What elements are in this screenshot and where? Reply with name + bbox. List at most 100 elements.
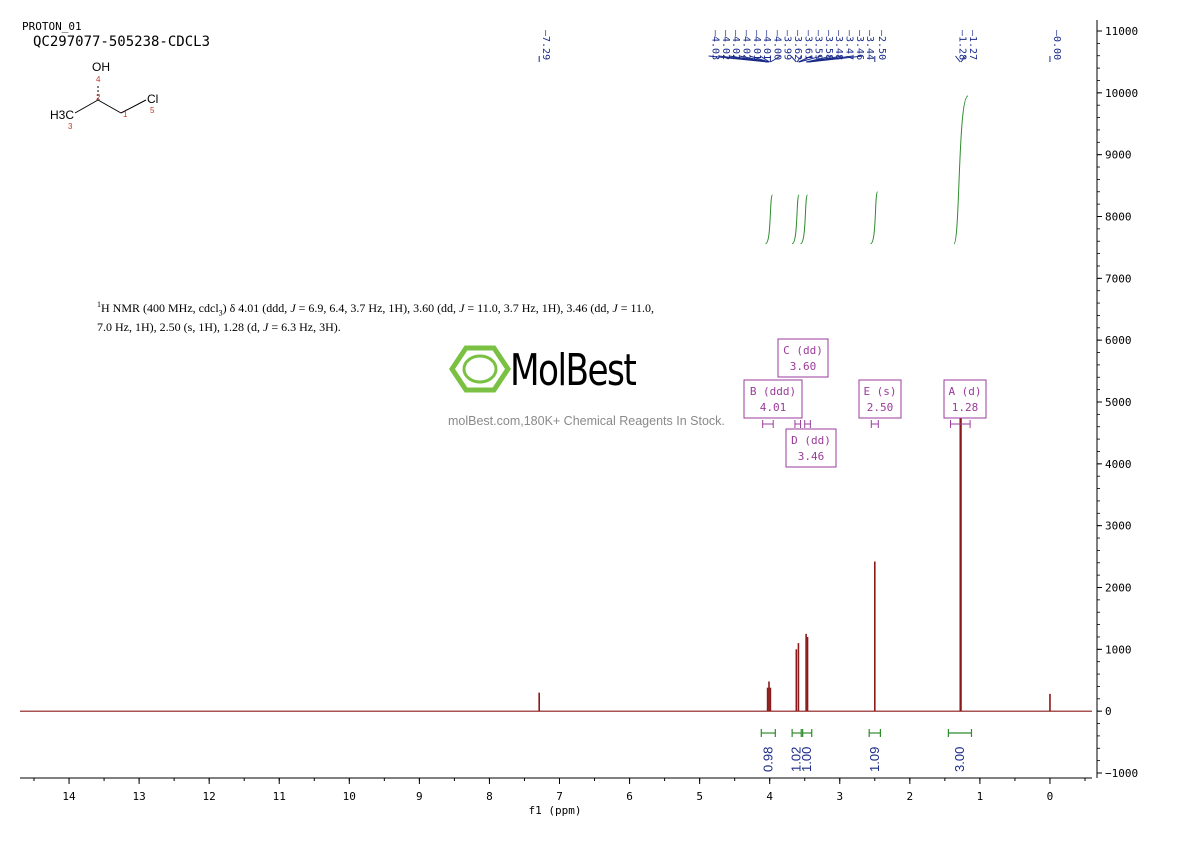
x-axis-label: f1 (ppm): [529, 804, 582, 817]
peak-label: —4.02: [730, 30, 741, 60]
integral-curve: [953, 95, 969, 245]
y-tick-label: −1000: [1105, 767, 1138, 780]
nmr-text-part4: = 11.0, 3.7 Hz, 1H), 3.46 (dd,: [464, 301, 613, 315]
multiplet-shift: 2.50: [867, 401, 894, 414]
bond-c2-c1: [97, 99, 122, 114]
peak-label: —4.02: [740, 30, 751, 60]
peak-label: —0.00: [1051, 30, 1062, 60]
y-tick-label: 8000: [1105, 211, 1132, 224]
integral-curve: [791, 194, 800, 245]
multiplet-label: A (d): [948, 385, 981, 398]
watermark-tagline: molBest.com,180K+ Chemical Reagents In S…: [448, 414, 725, 428]
x-tick-label: 12: [203, 790, 216, 803]
integral-value: 1.09: [867, 747, 882, 772]
peak-label: —1.28: [956, 30, 967, 60]
nucleus-superscript: 1: [97, 300, 101, 309]
bond-c1-cl: [120, 99, 147, 114]
x-tick-label: 9: [416, 790, 423, 803]
peak-label-leader: [798, 55, 822, 63]
nmr-text-j3: J: [612, 301, 618, 315]
y-tick-label: 3000: [1105, 520, 1132, 533]
peak-label: —3.47: [843, 30, 854, 60]
molbest-logo-icon: [448, 345, 512, 393]
integral-value: 3.00: [952, 747, 967, 772]
watermark-brand: MolBest: [510, 345, 637, 396]
peak-label: —1.27: [967, 30, 978, 60]
atom-number-1: 1: [123, 110, 128, 119]
nmr-text-sub3: 3: [218, 308, 223, 318]
integral-value: 1.00: [799, 747, 814, 772]
multiplet-shift: 1.28: [952, 401, 979, 414]
sample-id: QC297077-505238-CDCL3: [33, 34, 211, 50]
x-tick-label: 1: [977, 790, 984, 803]
atom-number-2: 2: [96, 93, 101, 102]
multiplet-box-d: [785, 428, 837, 468]
x-tick-label: 13: [132, 790, 145, 803]
x-tick-label: 4: [766, 790, 773, 803]
y-tick-label: 4000: [1105, 458, 1132, 471]
integral-curve: [765, 194, 773, 245]
x-tick-label: 5: [696, 790, 703, 803]
y-tick-label: 0: [1105, 705, 1112, 718]
multiplet-label: D (dd): [791, 434, 831, 447]
peak-label-leader: [955, 55, 961, 63]
molecule-structure: OH H3C Cl 4 2 3 1 5: [50, 60, 158, 131]
y-tick-label: 7000: [1105, 272, 1132, 285]
peak-label: —3.58: [823, 30, 834, 60]
y-tick-label: 9000: [1105, 149, 1132, 162]
peak-label: —4.01: [761, 30, 772, 60]
logo-hexagon: [448, 345, 512, 393]
nmr-description: 1H NMR (400 MHz, cdcl3) δ 4.01 (ddd, J =…: [97, 297, 657, 335]
multiplet-label: E (s): [863, 385, 896, 398]
multiplet-label: B (ddd): [750, 385, 796, 398]
peak-label: —3.99: [782, 30, 793, 60]
experiment-label: PROTON_01: [22, 20, 82, 33]
peak-label-leader: [808, 55, 864, 63]
y-tick-label: 5000: [1105, 396, 1132, 409]
x-tick-label: 14: [62, 790, 76, 803]
peak-label: —3.48: [833, 30, 844, 60]
peak-label-leader: [739, 55, 770, 63]
peak-label-leader: [770, 55, 781, 63]
integral-value: 1.02: [789, 747, 804, 772]
peak-label: —4.00: [771, 30, 782, 60]
x-tick-label: 2: [907, 790, 914, 803]
nmr-text-part3: = 6.9, 6.4, 3.7 Hz, 1H), 3.60 (dd,: [295, 301, 460, 315]
multiplet-label: C (dd): [783, 344, 823, 357]
integral-brackets: 0.98 1.021.00 1.09 3.00: [760, 729, 973, 772]
integral-curves: [765, 95, 969, 245]
x-tick-label: 6: [626, 790, 633, 803]
logo-ring: [462, 354, 498, 384]
peak-label: —3.44: [864, 30, 875, 60]
y-tick-label: 6000: [1105, 334, 1132, 347]
multiplet-box-e: [858, 379, 902, 419]
y-tick-label: 11000: [1105, 25, 1138, 38]
atom-cl: Cl: [147, 92, 158, 106]
peak-label: —3.61: [802, 30, 813, 60]
atom-number-3: 3: [68, 122, 73, 131]
peak-label: —3.62: [792, 30, 803, 60]
multiplet-shift: 4.01: [760, 401, 787, 414]
peak-label: —3.59: [813, 30, 824, 60]
nmr-text-j1: J: [290, 301, 296, 315]
nmr-text-part5: = 11.0, 7.0 Hz, 1H), 2.50 (s, 1H), 1.28 …: [97, 301, 655, 335]
peak-labels: —7.29 —4.03 —4.02 —4.02 —4.02 —4.01 —4.01 —4.00…: [538, 30, 1062, 63]
x-tick-label: 8: [486, 790, 493, 803]
atom-oh: OH: [92, 60, 110, 74]
peak-label: —4.02: [720, 30, 731, 60]
peak-label-leader: [790, 55, 797, 63]
peak-label: —7.29: [540, 30, 551, 60]
atom-h3c: H3C: [50, 108, 74, 122]
x-tick-label: 11: [273, 790, 286, 803]
peak-label-leader: [749, 55, 770, 63]
peak-label-leader: [960, 55, 967, 63]
y-tick-label: 2000: [1105, 582, 1132, 595]
x-tick-label: 7: [556, 790, 563, 803]
bond-c3-c2: [74, 99, 99, 114]
peak-label-leader: [759, 55, 770, 63]
peak-label-leader: [796, 55, 802, 63]
x-tick-label: 3: [836, 790, 843, 803]
spectrum-trace: [20, 402, 1092, 712]
atom-number-5: 5: [150, 106, 155, 115]
